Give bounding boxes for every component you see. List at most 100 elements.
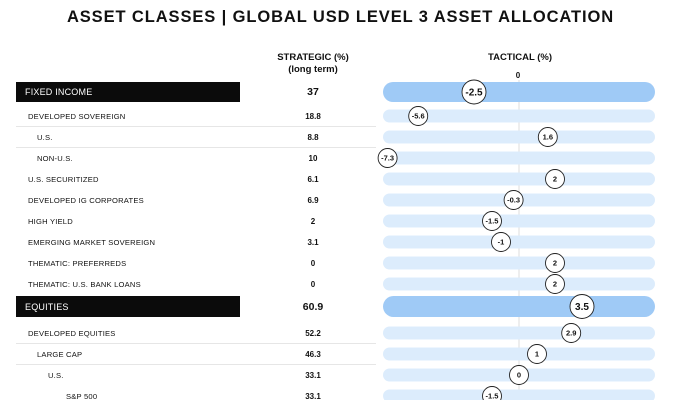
strategic-value: 10	[308, 153, 318, 163]
strategic-value: 52.2	[305, 328, 321, 338]
tactical-marker: 2	[545, 253, 565, 273]
tactical-value-label: -7.3	[381, 154, 394, 163]
tactical-marker-circle	[482, 386, 502, 400]
category-tactical-bar	[383, 296, 655, 317]
strategic-value: 8.8	[307, 132, 319, 142]
table-row: S&P 500 33.1	[0, 386, 681, 406]
row-divider	[16, 343, 376, 344]
table-row: DEVELOPED SOVEREIGN 18.8	[0, 106, 681, 126]
row-label: S&P 500	[66, 391, 98, 401]
page-title: ASSET CLASSES | GLOBAL USD LEVEL 3 ASSET…	[66, 8, 615, 26]
strategic-value: 0	[310, 258, 316, 268]
strategic-value: 37	[307, 86, 319, 98]
row-label: THEMATIC: U.S. BANK LOANS	[28, 279, 141, 289]
table-row: U.S. 8.8	[0, 127, 681, 147]
tactical-marker-circle	[503, 190, 524, 210]
tactical-marker-circle	[545, 169, 565, 189]
tactical-marker-circle	[527, 344, 547, 364]
tactical-value-label: 2	[553, 259, 557, 268]
tactical-marker-circle	[537, 127, 558, 147]
row-divider	[16, 147, 376, 148]
row-label: THEMATIC: PREFERREDS	[28, 258, 127, 268]
tactical-marker: -5.6	[408, 106, 429, 126]
row-divider	[16, 126, 376, 127]
category-row: EQUITIES 60.9	[0, 296, 681, 317]
row-label: NON-U.S.	[37, 153, 73, 163]
tactical-bar	[383, 326, 655, 340]
tactical-marker: 0	[509, 365, 529, 385]
tactical-marker: -1.5	[482, 386, 502, 400]
tactical-value-label: 0	[517, 371, 521, 380]
tactical-marker: 2.9	[561, 323, 582, 343]
tactical-marker-circle	[561, 323, 582, 343]
tactical-marker-circle	[545, 253, 565, 273]
row-label: EMERGING MARKET SOVEREIGN	[28, 237, 156, 247]
row-label: DEVELOPED SOVEREIGN	[28, 111, 126, 121]
tactical-bar	[383, 389, 655, 400]
tactical-marker-circle	[408, 106, 429, 126]
table-row: THEMATIC: PREFERREDS 0	[0, 253, 681, 273]
tactical-marker-circle	[377, 148, 398, 168]
tactical-value-label: 2	[553, 175, 557, 184]
tactical-value-label: -5.6	[412, 112, 425, 121]
tactical-bar	[383, 235, 655, 249]
tactical-marker: 2	[545, 169, 565, 189]
strategic-value: 18.8	[305, 111, 321, 121]
category-label: FIXED INCOME	[16, 82, 240, 102]
strategic-column-header: STRATEGIC (%) (long term)	[270, 52, 356, 76]
row-label: U.S. SECURITIZED	[28, 174, 99, 184]
row-label: LARGE CAP	[37, 349, 83, 359]
table-row: THEMATIC: U.S. BANK LOANS 0	[0, 274, 681, 294]
tactical-bar	[383, 347, 655, 361]
tactical-value-label: -1	[498, 238, 505, 247]
tactical-marker: 3.5	[569, 294, 595, 319]
tactical-marker-circle	[461, 79, 487, 105]
tactical-marker: -1	[491, 232, 511, 252]
tactical-zero-tick-label: 0	[515, 71, 521, 80]
tactical-value-label: 2.9	[566, 329, 576, 338]
tactical-bar	[383, 172, 655, 186]
strategic-value: 6.9	[307, 195, 319, 205]
tactical-marker: 1.6	[537, 127, 558, 147]
strategic-value: 3.1	[307, 237, 319, 247]
category-tactical-bar	[383, 82, 655, 102]
tactical-marker: -7.3	[377, 148, 398, 168]
tactical-value-label: -0.3	[507, 196, 520, 205]
tactical-value-label: 1	[535, 350, 539, 359]
tactical-value-label: -2.5	[465, 88, 483, 99]
strategic-header-label: STRATEGIC (%)	[277, 52, 349, 63]
table-row: DEVELOPED IG CORPORATES 6.9	[0, 190, 681, 210]
tactical-marker: 1	[527, 344, 547, 364]
table-row: LARGE CAP 46.3	[0, 344, 681, 364]
tactical-marker-circle	[545, 274, 565, 294]
strategic-value: 46.3	[305, 349, 321, 359]
tactical-value-label: 1.6	[543, 133, 553, 142]
strategic-value: 6.1	[307, 174, 319, 184]
tactical-marker-circle	[482, 211, 502, 231]
row-divider	[16, 364, 376, 365]
tactical-bar	[383, 214, 655, 228]
strategic-value: 33.1	[305, 391, 321, 401]
tactical-marker-circle	[491, 232, 511, 252]
tactical-column-header: TACTICAL (%)	[487, 52, 553, 63]
tactical-marker: 2	[545, 274, 565, 294]
tactical-bar	[383, 151, 655, 165]
strategic-header-sublabel: (long term)	[288, 64, 338, 75]
tactical-bar	[383, 109, 655, 123]
tactical-marker: -0.3	[503, 190, 524, 210]
row-label: DEVELOPED IG CORPORATES	[28, 195, 144, 205]
tactical-marker-circle	[509, 365, 529, 385]
tactical-marker: -1.5	[482, 211, 502, 231]
table-row: EMERGING MARKET SOVEREIGN 3.1	[0, 232, 681, 252]
table-row: U.S. 33.1	[0, 365, 681, 385]
strategic-value: 33.1	[305, 370, 321, 380]
row-label: U.S.	[48, 370, 64, 380]
tactical-value-label: 3.5	[575, 302, 589, 313]
table-row: NON-U.S. 10	[0, 148, 681, 168]
tactical-value-label: -1.5	[486, 392, 499, 400]
strategic-value: 60.9	[302, 300, 324, 313]
tactical-marker-circle	[569, 294, 595, 319]
tactical-marker: -2.5	[461, 79, 487, 105]
row-label: DEVELOPED EQUITIES	[28, 328, 116, 338]
